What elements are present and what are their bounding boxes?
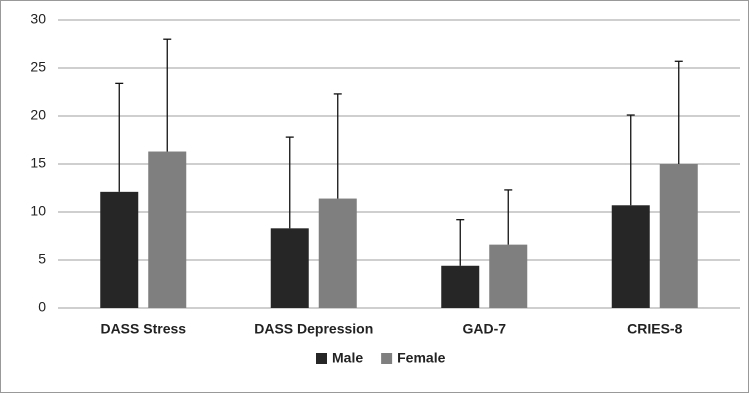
legend-label: Female — [397, 350, 445, 366]
bar — [318, 198, 357, 308]
x-tick-label: DASS Depression — [254, 321, 373, 337]
bar — [100, 191, 139, 308]
bar — [659, 164, 698, 308]
legend-swatch — [316, 353, 327, 364]
bar — [270, 228, 309, 308]
x-tick-label: CRIES-8 — [627, 321, 682, 337]
y-tick-label: 0 — [38, 299, 46, 315]
y-tick-label: 15 — [30, 155, 46, 171]
bar — [611, 205, 650, 308]
x-tick-label: DASS Stress — [100, 321, 186, 337]
y-tick-label: 30 — [30, 11, 46, 27]
legend-label: Male — [332, 350, 363, 366]
legend-swatch — [381, 353, 393, 364]
y-tick-label: 25 — [30, 59, 46, 75]
y-tick-label: 10 — [30, 203, 46, 219]
y-tick-label: 20 — [30, 107, 46, 123]
bar — [148, 151, 187, 308]
bar — [489, 244, 528, 308]
x-tick-label: GAD-7 — [462, 321, 506, 337]
bar — [441, 265, 480, 308]
y-tick-label: 5 — [38, 251, 46, 267]
